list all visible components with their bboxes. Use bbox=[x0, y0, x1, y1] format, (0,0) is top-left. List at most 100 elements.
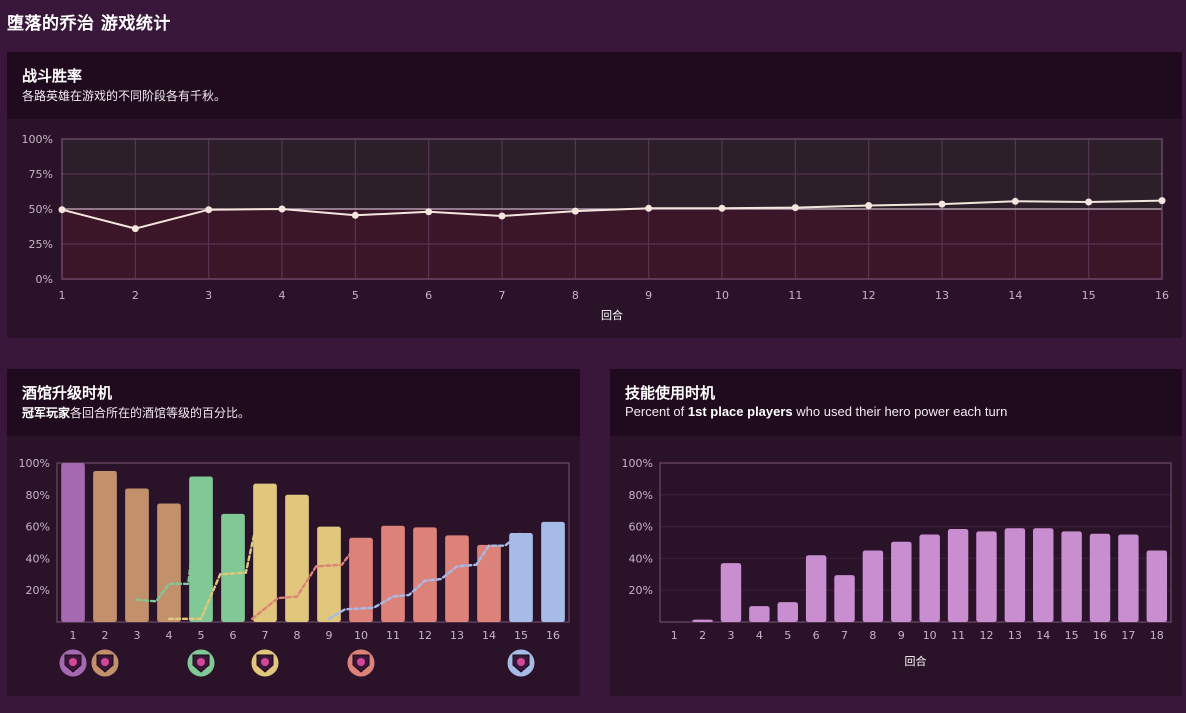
winrate-x-tick: 14 bbox=[1008, 289, 1022, 302]
tavern-bar bbox=[125, 488, 149, 622]
winrate-data-point bbox=[278, 205, 286, 213]
heropower-x-axis-label: 回合 bbox=[905, 654, 927, 668]
winrate-x-tick: 15 bbox=[1082, 289, 1096, 302]
tavern-subtitle-bold: 冠军玩家 bbox=[22, 406, 71, 420]
tavern-y-tick: 40% bbox=[26, 552, 50, 565]
heropower-x-tick: 12 bbox=[979, 629, 993, 642]
heropower-x-tick: 11 bbox=[951, 629, 965, 642]
winrate-x-tick: 9 bbox=[645, 289, 652, 302]
heropower-bar bbox=[1033, 528, 1054, 622]
tavern-tier-3-icon-gem bbox=[197, 658, 205, 666]
tavern-bar bbox=[413, 527, 437, 622]
tavern-x-tick: 2 bbox=[102, 629, 109, 642]
winrate-x-tick: 6 bbox=[425, 289, 432, 302]
heropower-y-tick: 80% bbox=[629, 489, 653, 502]
tavern-tier-line bbox=[167, 484, 267, 621]
tavern-x-tick: 5 bbox=[198, 629, 205, 642]
heropower-bar bbox=[777, 602, 798, 622]
heropower-x-tick: 2 bbox=[699, 629, 706, 642]
winrate-data-point bbox=[791, 204, 799, 212]
tavern-bar bbox=[157, 503, 181, 622]
tavern-bar bbox=[381, 525, 405, 622]
winrate-x-tick: 16 bbox=[1155, 289, 1169, 302]
tavern-y-tick: 80% bbox=[26, 489, 50, 502]
heropower-subtitle: Percent of 1st place players who used th… bbox=[625, 404, 1007, 419]
heropower-bar bbox=[976, 531, 997, 622]
tavern-tier-4-icon-gem bbox=[261, 658, 269, 666]
tavern-bar bbox=[477, 544, 501, 622]
winrate-data-point bbox=[58, 206, 66, 214]
winrate-data-point bbox=[498, 212, 506, 220]
winrate-data-point bbox=[131, 225, 139, 233]
winrate-x-axis-label: 回合 bbox=[601, 308, 623, 322]
heropower-y-tick: 60% bbox=[629, 521, 653, 534]
heropower-x-tick: 9 bbox=[898, 629, 905, 642]
winrate-x-tick: 12 bbox=[862, 289, 876, 302]
tavern-bar bbox=[93, 470, 117, 622]
tavern-x-tick: 12 bbox=[418, 629, 432, 642]
tavern-subtitle-rest: 各回合所在的酒馆等级的百分比。 bbox=[70, 406, 251, 420]
tavern-x-tick: 13 bbox=[450, 629, 464, 642]
heropower-x-tick: 4 bbox=[756, 629, 763, 642]
heropower-subtitle-post: who used their hero power each turn bbox=[792, 404, 1008, 419]
winrate-x-tick: 11 bbox=[788, 289, 802, 302]
winrate-data-point bbox=[205, 206, 213, 214]
heropower-bar bbox=[805, 555, 827, 622]
winrate-x-tick: 4 bbox=[279, 289, 286, 302]
heropower-bar bbox=[749, 606, 770, 622]
tavern-bar bbox=[285, 494, 309, 622]
heropower-x-tick: 15 bbox=[1065, 629, 1079, 642]
winrate-card-header: 战斗胜率 各路英雄在游戏的不同阶段各有千秋。 bbox=[7, 52, 1182, 119]
winrate-x-tick: 5 bbox=[352, 289, 359, 302]
tavern-bar bbox=[253, 483, 277, 622]
tavern-tier-2-icon-gem bbox=[101, 658, 109, 666]
tavern-tier-6-icon-gem bbox=[517, 658, 525, 666]
tavern-tier-line bbox=[327, 531, 523, 621]
tavern-y-tick: 100% bbox=[19, 457, 50, 470]
winrate-series-line bbox=[61, 199, 1163, 230]
tavern-x-tick: 15 bbox=[514, 629, 528, 642]
tavern-x-tick: 6 bbox=[230, 629, 237, 642]
winrate-y-tick: 75% bbox=[29, 168, 53, 181]
tavern-bar bbox=[61, 463, 85, 622]
heropower-bar bbox=[834, 575, 855, 622]
page-title: 堕落的乔治 游戏统计 bbox=[7, 14, 171, 34]
heropower-y-tick: 20% bbox=[629, 584, 653, 597]
tavern-bar bbox=[541, 521, 565, 622]
heropower-bar bbox=[1118, 534, 1139, 622]
winrate-y-tick: 25% bbox=[29, 238, 53, 251]
tavern-chart: 20%40%60%80%100%1 2 3 4 5 6 7 8 9 10 11 12 13 14 15 16 bbox=[19, 457, 570, 678]
heropower-y-tick: 40% bbox=[629, 552, 653, 565]
winrate-x-tick: 2 bbox=[132, 289, 139, 302]
winrate-data-point bbox=[645, 204, 653, 212]
tavern-bar bbox=[349, 537, 373, 622]
winrate-x-tick: 7 bbox=[499, 289, 506, 302]
tavern-tier-5-icon-gem bbox=[357, 658, 365, 666]
tavern-subtitle: 冠军玩家各回合所在的酒馆等级的百分比。 bbox=[22, 404, 250, 421]
winrate-x-tick: 3 bbox=[205, 289, 212, 302]
tavern-tier-line bbox=[135, 476, 203, 603]
tavern-tier-1-icon-gem bbox=[69, 658, 77, 666]
heropower-subtitle-pre: Percent of bbox=[625, 404, 688, 419]
heropower-bar bbox=[862, 550, 884, 622]
heropower-chart: 20%40%60%80%100%1 2 3 4 5 6 7 8 9 10 11 12 13 14 15 16 1… bbox=[622, 457, 1172, 668]
tavern-x-tick: 8 bbox=[294, 629, 301, 642]
tavern-card: 酒馆升级时机 冠军玩家各回合所在的酒馆等级的百分比。 20% 40% 60% 80% 1… bbox=[7, 369, 580, 696]
heropower-x-tick: 8 bbox=[869, 629, 876, 642]
tavern-plot-frame bbox=[56, 462, 570, 623]
heropower-x-tick: 1 bbox=[671, 629, 678, 642]
heropower-bar bbox=[1089, 533, 1111, 622]
heropower-x-tick: 18 bbox=[1150, 629, 1164, 642]
winrate-title: 战斗胜率 bbox=[22, 67, 83, 85]
tavern-bar bbox=[189, 476, 213, 622]
heropower-bar bbox=[947, 528, 969, 622]
tavern-x-tick: 11 bbox=[386, 629, 400, 642]
winrate-data-point bbox=[718, 204, 726, 212]
tavern-x-tick: 7 bbox=[262, 629, 269, 642]
tavern-card-header: 酒馆升级时机 冠军玩家各回合所在的酒馆等级的百分比。 bbox=[7, 369, 580, 436]
winrate-card: 战斗胜率 各路英雄在游戏的不同阶段各有千秋。 0% 25% 50% 75% 100% 1 2… bbox=[7, 52, 1182, 338]
tavern-x-tick: 1 bbox=[70, 629, 77, 642]
tavern-tier-line bbox=[250, 538, 363, 621]
heropower-subtitle-bold: 1st place players bbox=[687, 404, 793, 419]
winrate-data-point bbox=[351, 211, 359, 219]
